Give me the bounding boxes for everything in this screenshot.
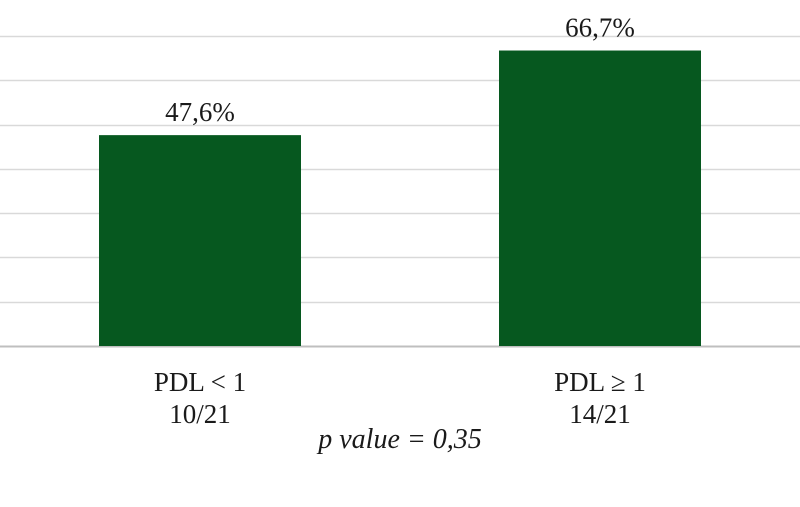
category-labels: PDL < 110/21 PDL ≥ 114/21 — [154, 367, 646, 429]
data-label-2: 66,7% — [565, 13, 635, 43]
bars — [99, 50, 701, 346]
data-labels: 47,6% 66,7% — [165, 13, 635, 128]
bar-2 — [499, 50, 701, 346]
bar-1 — [99, 135, 301, 346]
data-label-1: 47,6% — [165, 97, 235, 127]
p-value-annotation: p value = 0,35 — [316, 424, 482, 455]
category-label-1: PDL < 1 — [154, 367, 246, 397]
category-sublabel-2: 14/21 — [569, 399, 631, 429]
category-label-2: PDL ≥ 1 — [554, 367, 646, 397]
category-sublabel-1: 10/21 — [169, 399, 231, 429]
